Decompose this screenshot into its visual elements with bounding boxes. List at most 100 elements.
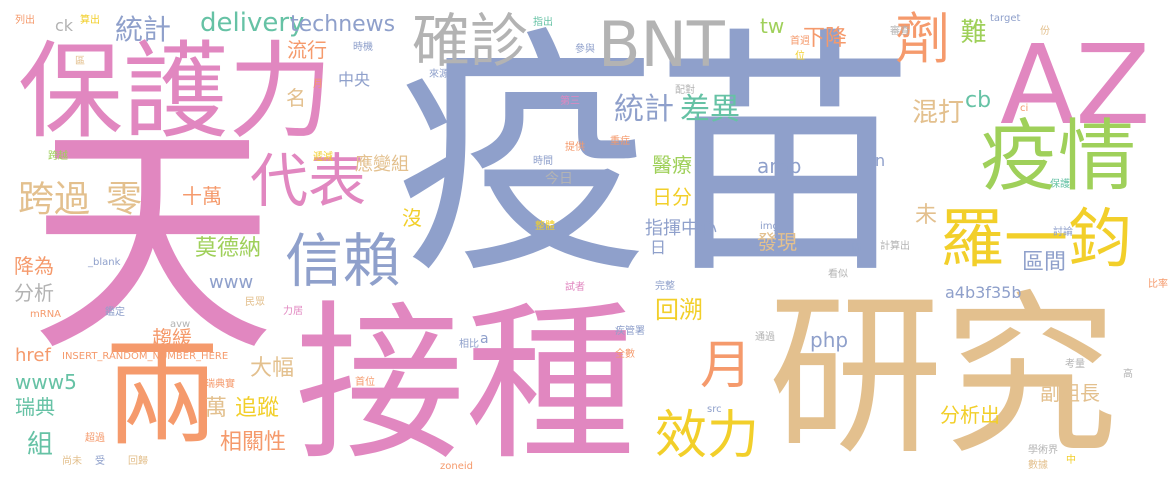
- word-matching: 配對: [675, 85, 695, 96]
- word-discuss: 討論: [1053, 227, 1073, 238]
- word-sweden: 瑞典: [15, 395, 55, 419]
- word-ci: ci: [1020, 103, 1029, 114]
- word-bnt: BNT: [598, 8, 725, 81]
- word-deputy-head: 副組長: [1040, 381, 1100, 405]
- word-timing: 時機: [353, 42, 373, 53]
- word-substantial: 大幅: [250, 356, 295, 381]
- word-moderna: 莫德納: [195, 236, 262, 261]
- word-sweden-real: 瑞典實: [205, 379, 235, 390]
- word-difficult: 難: [956, 18, 986, 44]
- word-span: 跨越: [48, 151, 68, 162]
- word-list: 列出: [15, 15, 35, 26]
- word-overall: 整體: [535, 221, 555, 232]
- word-today: 今日: [545, 171, 573, 187]
- word-amp: amp: [757, 154, 802, 178]
- word-research: 研究: [768, 276, 1118, 479]
- word-cb: cb: [965, 88, 992, 113]
- word-computed: 計算出: [880, 241, 910, 252]
- word-vaccine: 疫苗: [395, 7, 915, 309]
- word-statistics-top: 統計: [115, 13, 172, 46]
- word-src: src: [707, 404, 722, 415]
- word-statistics-mid: 統計: [614, 92, 674, 127]
- word-district: 區: [75, 56, 85, 67]
- word-calc: 算出: [80, 15, 100, 26]
- word-subjects: 試者: [565, 282, 585, 293]
- word-high: 高: [1123, 369, 1133, 380]
- word-response-team: 應變組: [355, 154, 409, 175]
- word-az: AZ: [1000, 21, 1151, 149]
- word-first-place: 首位: [355, 377, 375, 388]
- word-receive: 受: [95, 456, 105, 467]
- word-www5: www5: [15, 370, 77, 394]
- word-month: 月: [700, 336, 753, 396]
- word-efficacy: 效力: [655, 406, 760, 466]
- word-compare: 相比: [459, 339, 479, 350]
- word-retrospective: 回溯: [655, 296, 703, 324]
- word-zoneid: zoneid: [440, 461, 473, 472]
- word-confirmed: 確診: [412, 7, 529, 75]
- word-correlation: 相關性: [220, 430, 287, 455]
- word-daily: 日分: [652, 185, 692, 209]
- word-popular: 流行: [287, 38, 327, 62]
- word-diminish: 遞減: [313, 152, 333, 163]
- word-regression: 回歸: [128, 456, 148, 467]
- word-php: php: [810, 328, 849, 352]
- word-img: img: [760, 221, 779, 232]
- word-ratio: 比率: [1148, 279, 1168, 290]
- word-a: a: [480, 331, 489, 347]
- word-vaccination: 接種: [295, 286, 636, 482]
- word-protect: 保護: [1050, 179, 1070, 190]
- word-hundred-thousand: 十萬: [182, 184, 222, 208]
- word-dose: 劑: [895, 7, 951, 71]
- word-target: target: [990, 13, 1021, 24]
- word-pass: 通過: [755, 332, 775, 343]
- word-medical: 醫療: [652, 153, 692, 177]
- word-public: 民眾: [245, 297, 265, 308]
- word-day-small: 日: [650, 238, 667, 257]
- word-technews: technews: [290, 12, 396, 37]
- word-identify: 鑑定: [105, 307, 125, 318]
- word-cdc: 疾管署: [615, 326, 645, 337]
- word-academia: 學術界: [1028, 445, 1058, 456]
- word-all: 全數: [615, 349, 635, 360]
- word-discover: 發現: [757, 230, 797, 254]
- word-third: 第三: [560, 96, 580, 107]
- word-tw: tw: [760, 14, 785, 38]
- word-between: 間: [852, 243, 862, 254]
- word-a4b3f35b: a4b3f35b: [945, 283, 1022, 302]
- word-month-small: 月: [313, 79, 323, 90]
- word-www: www: [209, 272, 254, 293]
- word-blank: _blank: [88, 257, 121, 268]
- word-mix: 混打: [912, 98, 965, 128]
- word-not-yet: 未: [915, 203, 938, 228]
- word-n: n: [875, 151, 886, 170]
- word-protection: 保護力: [18, 31, 334, 153]
- word-seems: 看似: [828, 269, 848, 280]
- word-delivery: delivery: [200, 8, 305, 38]
- word-review: 審查: [890, 26, 910, 37]
- word-point-out: 指出: [533, 17, 553, 28]
- word-provide: 提供: [565, 142, 585, 153]
- word-command-center: 指揮中心: [645, 218, 717, 239]
- word-difference: 差異: [680, 92, 740, 127]
- word-slowing: 趨緩: [152, 326, 192, 350]
- word-cross: 跨過: [18, 179, 91, 220]
- word-group: 組: [27, 430, 54, 460]
- word-name: 名: [286, 86, 306, 110]
- word-day: 天: [30, 100, 275, 385]
- word-tracking: 追蹤: [235, 396, 280, 421]
- word-data: 數據: [1028, 460, 1048, 471]
- word-consider: 考量: [1065, 359, 1085, 370]
- word-lo-yi-chun: 羅一鈞: [940, 203, 1132, 277]
- word-severe: 重症: [610, 136, 630, 147]
- word-portion: 份: [1040, 26, 1050, 37]
- word-insert-random: INSERT_RANDOM_NUMBER_HERE: [62, 351, 229, 362]
- word-ten-thousand: 萬: [205, 396, 228, 421]
- word-not-yet-small: 尚未: [62, 456, 82, 467]
- word-analysis: 分析: [14, 281, 54, 305]
- word-zero: 零: [106, 179, 143, 220]
- word-href: href: [15, 345, 51, 366]
- word-interval: 區間: [1022, 250, 1067, 275]
- word-avw: avw: [170, 319, 191, 330]
